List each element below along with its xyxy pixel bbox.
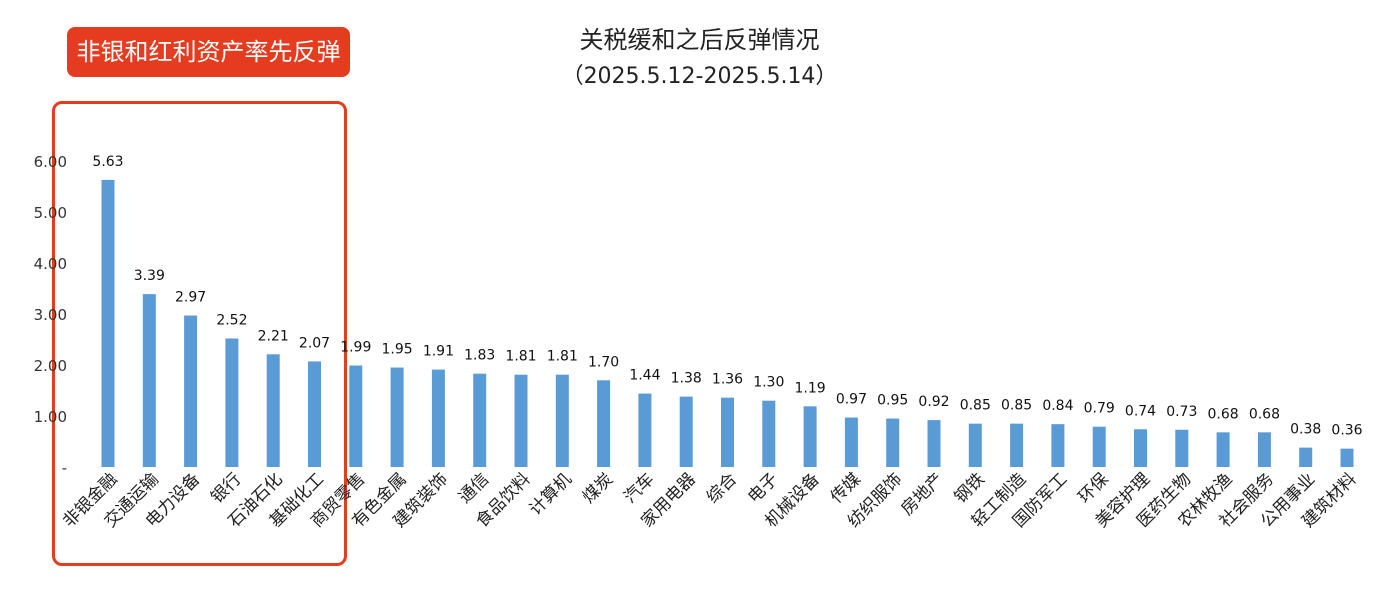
bar[interactable]: [762, 400, 776, 467]
bar[interactable]: [679, 396, 693, 467]
data-label: 1.95: [382, 342, 413, 358]
data-label: 1.83: [464, 348, 495, 364]
data-label: 0.68: [1208, 406, 1239, 422]
data-label: 1.36: [712, 372, 743, 388]
data-label: 2.21: [258, 328, 289, 344]
category-label: 综合: [703, 469, 741, 507]
bar[interactable]: [184, 315, 198, 467]
y-tick-label: 5.00: [34, 204, 67, 222]
data-label: 1.19: [795, 380, 826, 396]
y-tick-label: -: [62, 459, 67, 477]
category-label: 房地产: [897, 469, 947, 519]
bar[interactable]: [142, 294, 156, 467]
data-label: 0.95: [877, 393, 908, 409]
data-label: 1.91: [423, 344, 454, 360]
data-label: 0.85: [1001, 398, 1032, 414]
data-label: 0.92: [918, 394, 949, 410]
bar[interactable]: [597, 380, 611, 467]
data-label: 1.70: [588, 354, 619, 370]
bar[interactable]: [390, 367, 404, 467]
data-label: 0.68: [1249, 406, 1280, 422]
chart-title: 关税缓和之后反弹情况: [579, 26, 820, 54]
y-tick-label: 4.00: [34, 255, 67, 273]
bar[interactable]: [1299, 447, 1313, 467]
bar[interactable]: [1340, 448, 1354, 467]
y-tick-label: 2.00: [34, 357, 67, 375]
bar[interactable]: [721, 397, 734, 467]
bar[interactable]: [431, 369, 445, 467]
bar[interactable]: [1134, 429, 1147, 467]
bar[interactable]: [638, 393, 652, 467]
data-label: 1.30: [753, 375, 784, 391]
data-label: 1.99: [340, 340, 371, 356]
data-label: 5.63: [92, 154, 123, 170]
data-label: 0.38: [1290, 422, 1321, 438]
y-tick-label: 1.00: [34, 408, 67, 426]
bar[interactable]: [844, 417, 858, 467]
data-label: 1.81: [505, 349, 536, 365]
data-label: 0.85: [960, 398, 991, 414]
bar[interactable]: [349, 365, 363, 467]
data-label: 1.44: [629, 368, 660, 384]
data-label: 0.97: [836, 392, 867, 408]
bar[interactable]: [886, 418, 900, 467]
bar[interactable]: [101, 179, 115, 467]
bar[interactable]: [803, 406, 817, 467]
bar[interactable]: [266, 354, 280, 467]
y-tick-label: 6.00: [34, 153, 67, 171]
bar[interactable]: [514, 374, 528, 467]
data-label: 0.84: [1042, 398, 1073, 414]
bar[interactable]: [927, 420, 941, 467]
bar[interactable]: [1092, 426, 1106, 467]
bar[interactable]: [1257, 432, 1271, 467]
data-label: 0.79: [1084, 401, 1115, 417]
bar[interactable]: [308, 361, 321, 467]
y-tick-label: 3.00: [34, 306, 67, 324]
data-label: 1.38: [671, 371, 702, 387]
data-label: 3.39: [134, 268, 165, 284]
chart-subtitle: （2025.5.12-2025.5.14）: [561, 64, 838, 89]
bar[interactable]: [1216, 432, 1230, 467]
category-label: 煤炭: [579, 469, 617, 507]
data-label: 0.74: [1125, 403, 1156, 419]
data-label: 2.97: [175, 290, 206, 306]
category-label: 计算机: [526, 469, 576, 519]
highlight-box: [52, 101, 347, 566]
bar[interactable]: [473, 373, 487, 467]
annotation-callout: 非银和红利资产率先反弹: [67, 27, 350, 77]
data-label: 0.36: [1331, 423, 1362, 439]
bar[interactable]: [1051, 424, 1065, 467]
bar[interactable]: [1175, 429, 1189, 467]
data-label: 1.81: [547, 349, 578, 365]
bar[interactable]: [555, 374, 569, 467]
bar[interactable]: [225, 338, 239, 467]
data-label: 0.73: [1166, 404, 1197, 420]
data-label: 2.07: [299, 335, 330, 351]
bar[interactable]: [1010, 423, 1024, 467]
bar[interactable]: [968, 423, 982, 467]
data-label: 2.52: [216, 312, 247, 328]
